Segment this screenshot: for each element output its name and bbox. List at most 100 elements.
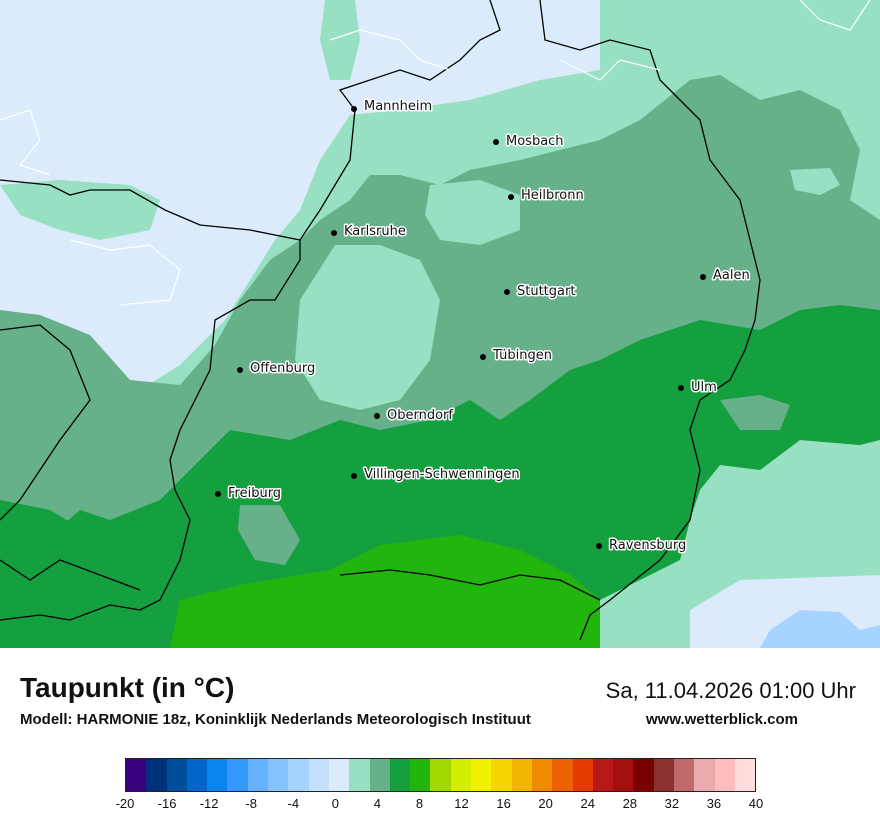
legend-tick-label: 8 [415, 796, 424, 811]
zone-2-6c-north [320, 0, 360, 80]
legend-swatch [349, 759, 370, 791]
legend-swatch [653, 759, 675, 791]
city-label: Ulm [691, 380, 717, 395]
zone-6-8c-patch [238, 505, 300, 565]
website-link[interactable]: www.wetterblick.com [646, 711, 798, 728]
legend-tick-label: -12 [199, 796, 219, 811]
city-stuttgart[interactable]: Stuttgart [504, 283, 577, 301]
legend-swatch [389, 759, 411, 791]
zone-2-6c-west [0, 180, 160, 240]
city-label: Mosbach [506, 134, 564, 149]
legend-tick-label: 28 [622, 796, 638, 811]
zone-2-6c-inner3 [790, 168, 840, 195]
zone-2-6c-inner2 [425, 180, 520, 245]
legend-swatch [207, 759, 228, 791]
city-dot [508, 194, 514, 200]
legend-tick-label: -20 [115, 796, 135, 811]
zone-6-8c-patch2 [720, 395, 790, 430]
city-dot [331, 230, 337, 236]
legend-swatch [734, 759, 756, 791]
legend-swatch [511, 759, 532, 791]
legend-swatch [186, 759, 208, 791]
zone-8-10c-west [0, 500, 130, 648]
city-mosbach[interactable]: Mosbach [493, 133, 565, 151]
map-title: Taupunkt (in °C) [20, 672, 235, 703]
color-legend [125, 758, 756, 792]
legend-swatch [227, 759, 248, 791]
legend-swatch [471, 759, 492, 791]
city-label: Oberndorf [387, 408, 453, 423]
forecast-datetime: Sa, 11.04.2026 01:00 Uhr [605, 678, 856, 703]
legend-tick-label: 24 [580, 796, 595, 811]
city-label: Tübingen [492, 348, 552, 363]
city-label: Karlsruhe [344, 224, 406, 239]
city-label: Ravensburg [609, 538, 686, 553]
legend-swatch [491, 759, 512, 791]
city-dot [374, 413, 380, 419]
city-freiburg[interactable]: Freiburg [215, 485, 283, 503]
city-dot [678, 385, 684, 391]
city-aalen[interactable]: Aalen [700, 267, 751, 285]
legend-swatch [146, 759, 167, 791]
city-label: Freiburg [228, 486, 281, 501]
legend-swatch [714, 759, 735, 791]
legend-swatch [674, 759, 695, 791]
map-canvas: Mannheim Mosbach Heilbronn Karlsruhe Aal… [0, 0, 880, 648]
legend-swatch [369, 759, 390, 791]
legend-swatch [531, 759, 553, 791]
legend-swatch [328, 759, 350, 791]
map-footer: Taupunkt (in °C) Modell: HARMONIE 18z, K… [0, 648, 880, 830]
legend-tick-label: 16 [496, 796, 511, 811]
city-ulm[interactable]: Ulm [678, 379, 718, 397]
legend-tick-label: 40 [748, 796, 764, 811]
state-borders [0, 0, 761, 641]
legend-swatch [633, 759, 654, 791]
legend-swatch [552, 759, 573, 791]
city-dot [700, 274, 706, 280]
legend-swatch [410, 759, 431, 791]
legend-tick-label: -16 [157, 796, 177, 811]
legend-swatch [126, 759, 147, 791]
legend-swatch [308, 759, 329, 791]
city-label: Heilbronn [521, 188, 584, 203]
city-villingen-schwenningen[interactable]: Villingen-Schwenningen [351, 466, 521, 484]
city-mannheim[interactable]: Mannheim [351, 98, 434, 116]
legend-tick-label: 20 [538, 796, 553, 811]
city-label: Aalen [713, 268, 750, 283]
legend-swatch [694, 759, 715, 791]
legend-swatch [613, 759, 634, 791]
city-dot [596, 543, 602, 549]
city-dot [480, 354, 486, 360]
legend-tick-label: 0 [331, 796, 339, 811]
country-border [0, 0, 871, 306]
city-offenburg[interactable]: Offenburg [237, 360, 317, 378]
city-ravensburg[interactable]: Ravensburg [596, 537, 688, 555]
legend-swatch [592, 759, 614, 791]
legend-tick-label: -8 [245, 796, 257, 811]
dewpoint-map[interactable]: Mannheim Mosbach Heilbronn Karlsruhe Aal… [0, 0, 880, 648]
zone-2-6c-inner [295, 245, 440, 410]
legend-swatch [572, 759, 593, 791]
city-dot [237, 367, 243, 373]
city-label: Stuttgart [517, 284, 575, 299]
legend-tick-label: 36 [706, 796, 722, 811]
city-label: Mannheim [364, 99, 432, 114]
legend-swatch [288, 759, 309, 791]
zone-neg2-0c-se [760, 610, 880, 648]
legend-swatch [247, 759, 269, 791]
zone-8-10c [0, 305, 880, 648]
city-oberndorf[interactable]: Oberndorf [374, 407, 455, 425]
legend-tick-label: -4 [287, 796, 300, 811]
city-dot [215, 491, 221, 497]
city-karlsruhe[interactable]: Karlsruhe [331, 223, 407, 241]
city-heilbronn[interactable]: Heilbronn [508, 187, 585, 205]
legend-swatch [268, 759, 289, 791]
legend-tick-label: 4 [373, 796, 381, 811]
city-tuebingen[interactable]: Tübingen [480, 347, 554, 365]
city-dot [351, 473, 357, 479]
legend-swatch [166, 759, 187, 791]
legend-tick-label: 12 [454, 796, 469, 811]
model-info: Modell: HARMONIE 18z, Koninklijk Nederla… [20, 711, 531, 728]
city-label: Villingen-Schwenningen [364, 467, 520, 482]
legend-swatch [450, 759, 472, 791]
